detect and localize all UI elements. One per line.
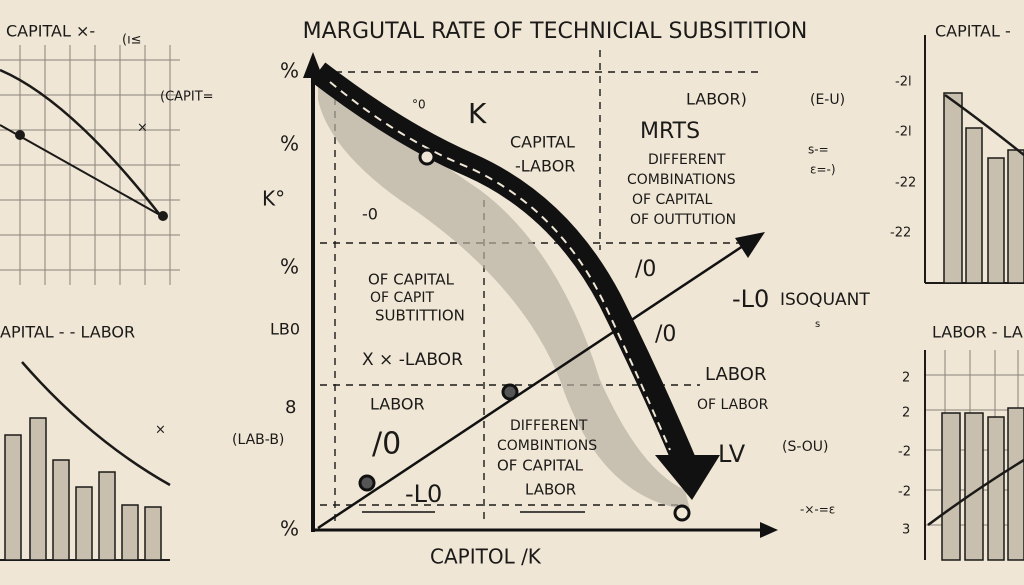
bars [943, 92, 1024, 284]
shading [318, 70, 690, 510]
annotation: OF CAPIT [370, 290, 434, 306]
annotation: OF CAPITAL [497, 457, 584, 475]
annotation: X × -LABOR [362, 350, 463, 370]
annotation: /0 [372, 427, 401, 462]
annotation: /0 [635, 257, 656, 282]
annotation: LABOR) [686, 90, 747, 109]
annotation: -LABOR [515, 157, 575, 176]
annotation: % [280, 59, 299, 83]
panel-label: -2l [895, 125, 912, 140]
annotation: % [280, 132, 299, 156]
annotation: COMBINTIONS [497, 438, 597, 454]
point [418, 148, 436, 166]
annotation: -L0 [405, 480, 442, 508]
annotation: OF OUTTUTION [630, 212, 736, 228]
annotation: (S-OU) [782, 439, 829, 455]
curve [21, 361, 171, 487]
annotation: LABOR [370, 395, 425, 414]
annotation: CAPITAL [510, 133, 575, 152]
panel-label: -22 [895, 176, 916, 191]
x-axis-label: CAPITOL /K [430, 545, 542, 569]
panel-label: -2 [898, 485, 911, 500]
curve [944, 93, 1024, 156]
annotation: -L0 [732, 285, 769, 313]
point [158, 211, 168, 221]
annotation: DIFFERENT [510, 418, 588, 434]
annotation: LB0 [270, 320, 300, 339]
annotation: s-= [808, 143, 829, 157]
panel-label: 3 [902, 523, 910, 538]
annotation: -×-=ɛ [800, 503, 835, 517]
arrow-head [303, 52, 323, 78]
isoquant-line [317, 238, 753, 530]
annotation: -0 [362, 205, 378, 224]
point [501, 383, 519, 401]
annotation: OF CAPITAL [368, 271, 455, 289]
annotation: ISOQUANT [780, 290, 870, 310]
annotation: ɛ=-) [810, 163, 836, 177]
annotation: (LAB-B) [232, 432, 284, 448]
panel-label: 2 [902, 371, 910, 386]
annotation: °0 [412, 98, 426, 112]
annotation: LABOR [705, 364, 766, 385]
panel-label: -2l [895, 75, 912, 90]
panel-title: APITAL - - LABOR [0, 323, 135, 342]
annotation: OF CAPITAL [632, 192, 712, 208]
arrow-head [760, 522, 778, 538]
arrow-head [655, 455, 720, 500]
annotation: % [280, 255, 299, 279]
curve [0, 68, 161, 216]
point [358, 474, 376, 492]
annotation: SUBTITTION [375, 307, 465, 325]
curve [927, 458, 1024, 527]
bars [4, 417, 162, 561]
panel-label: (CAPIT= [160, 90, 214, 105]
annotation: DIFFERENT [648, 152, 726, 168]
panel-title: CAPITAL ×- [6, 22, 95, 41]
annotation: COMBINATIONS [627, 172, 736, 188]
annotation: 8 [285, 397, 296, 418]
panel-title: CAPITAL - [935, 22, 1011, 41]
annotation: K [468, 97, 487, 130]
point [15, 130, 25, 140]
annotation: % [280, 517, 299, 541]
panel-label: × [155, 423, 166, 438]
title: MARGUTAL RATE OF TECHNICIAL SUBSITITION [303, 19, 808, 44]
curve-dash [329, 81, 671, 451]
panel-label: -22 [890, 226, 911, 241]
panel-title: LABOR - LA [932, 323, 1023, 342]
curve [0, 124, 161, 216]
annotation: LABOR [525, 481, 576, 499]
annotation: s [815, 319, 820, 330]
panel-label: -2 [898, 445, 911, 460]
point [673, 504, 691, 522]
curve-arrow [310, 62, 700, 475]
panel-label: 2 [902, 406, 910, 421]
arrow-head [735, 232, 765, 258]
annotation: OF LABOR [697, 397, 769, 413]
panel-label: (ı≤ [122, 33, 142, 48]
annotation: (E-U) [810, 92, 845, 108]
main-labels: %% K°% LB0 8(LAB-B)% °0 K CAPITAL -LABOR LABOR) M… [232, 59, 870, 541]
bars [941, 407, 1024, 561]
annotation: /0 [655, 322, 676, 347]
annotation: MRTS [640, 119, 700, 144]
annotation: K° [262, 187, 285, 211]
annotation: LV [718, 440, 746, 468]
panel-label: × [137, 121, 148, 136]
